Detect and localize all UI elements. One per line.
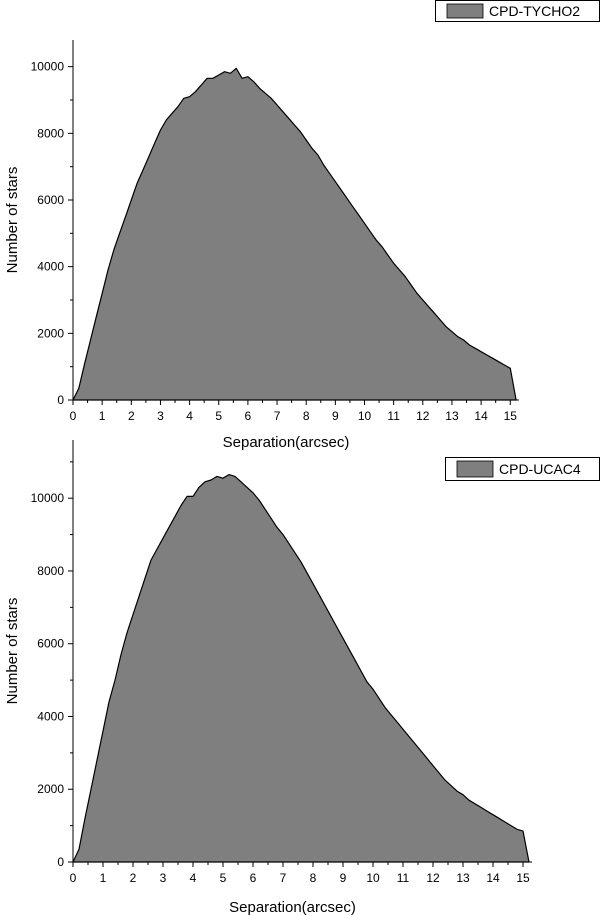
- chart1-x-tick-label: 13: [445, 409, 459, 423]
- chart1-area-series: [72, 67, 517, 401]
- chart1-x-tick-label: 5: [215, 409, 222, 423]
- chart1-y-tick-label: 8000: [37, 126, 64, 140]
- chart2-x-tick-label: 0: [70, 871, 77, 885]
- chart2-x-tick-label: 9: [340, 871, 347, 885]
- chart1-legend-swatch: [446, 3, 484, 19]
- chart1-x-axis-label: Separation(arcsec): [223, 434, 350, 451]
- chart2-x-tick-label: 10: [366, 871, 380, 885]
- chart1-x-tick-label: 10: [358, 409, 372, 423]
- chart2-y-tick-label: 2000: [37, 782, 64, 796]
- chart1-y-tick-label: 2000: [37, 326, 64, 340]
- chart1-x-tick-label: 8: [303, 409, 310, 423]
- chart1-y-tick-label: 6000: [37, 193, 64, 207]
- chart1-x-tick-label: 9: [332, 409, 339, 423]
- chart2-area-series: [72, 474, 530, 863]
- chart1-y-tick-label: 0: [57, 393, 64, 407]
- chart2-x-tick-label: 6: [250, 871, 257, 885]
- chart1-x-tick-label: 2: [128, 409, 135, 423]
- chart1-x-tick-label: 15: [504, 409, 518, 423]
- chart1-y-tick-label: 10000: [31, 60, 65, 74]
- chart2-y-axis-label: Number of stars: [4, 598, 21, 705]
- chart2-legend-swatch: [456, 460, 494, 478]
- chart1-legend-label: CPD-TYCHO2: [489, 3, 580, 19]
- chart1-x-tick-label: 1: [99, 409, 106, 423]
- chart2-x-tick-label: 8: [310, 871, 317, 885]
- chart2-x-tick-label: 5: [220, 871, 227, 885]
- chart1-x-tick-label: 7: [274, 409, 281, 423]
- chart2-x-tick-label: 4: [190, 871, 197, 885]
- chart2-x-tick-label: 12: [426, 871, 440, 885]
- chart2-x-axis-label: Separation(arcsec): [229, 899, 356, 916]
- chart2-x-tick-label: 15: [516, 871, 530, 885]
- chart2-x-tick-label: 14: [486, 871, 500, 885]
- chart2-y-tick-label: 8000: [37, 564, 64, 578]
- chart2-y-tick-label: 6000: [37, 637, 64, 651]
- chart1-x-tick-label: 11: [387, 409, 400, 423]
- chart1-x-tick-label: 12: [416, 409, 430, 423]
- chart1-y-axis-label: Number of stars: [4, 167, 21, 274]
- chart2-x-tick-label: 2: [130, 871, 137, 885]
- chart2-x-tick-label: 1: [100, 871, 107, 885]
- chart2-x-tick-label: 11: [397, 871, 410, 885]
- chart1-x-tick-label: 3: [157, 409, 164, 423]
- chart2-x-tick-label: 13: [456, 871, 470, 885]
- chart1-x-tick-label: 6: [245, 409, 252, 423]
- chart2-x-tick-label: 3: [160, 871, 167, 885]
- chart2-y-tick-label: 4000: [37, 709, 64, 723]
- chart1-y-tick-label: 4000: [37, 260, 64, 274]
- chart2-legend-label: CPD-UCAC4: [499, 461, 581, 477]
- chart1-x-tick-label: 14: [474, 409, 488, 423]
- chart1-x-tick-label: 4: [186, 409, 193, 423]
- chart2-y-tick-label: 0: [57, 855, 64, 869]
- chart2-x-tick-label: 7: [280, 871, 287, 885]
- chart1-x-tick-label: 0: [70, 409, 77, 423]
- chart2-y-tick-label: 10000: [31, 491, 65, 505]
